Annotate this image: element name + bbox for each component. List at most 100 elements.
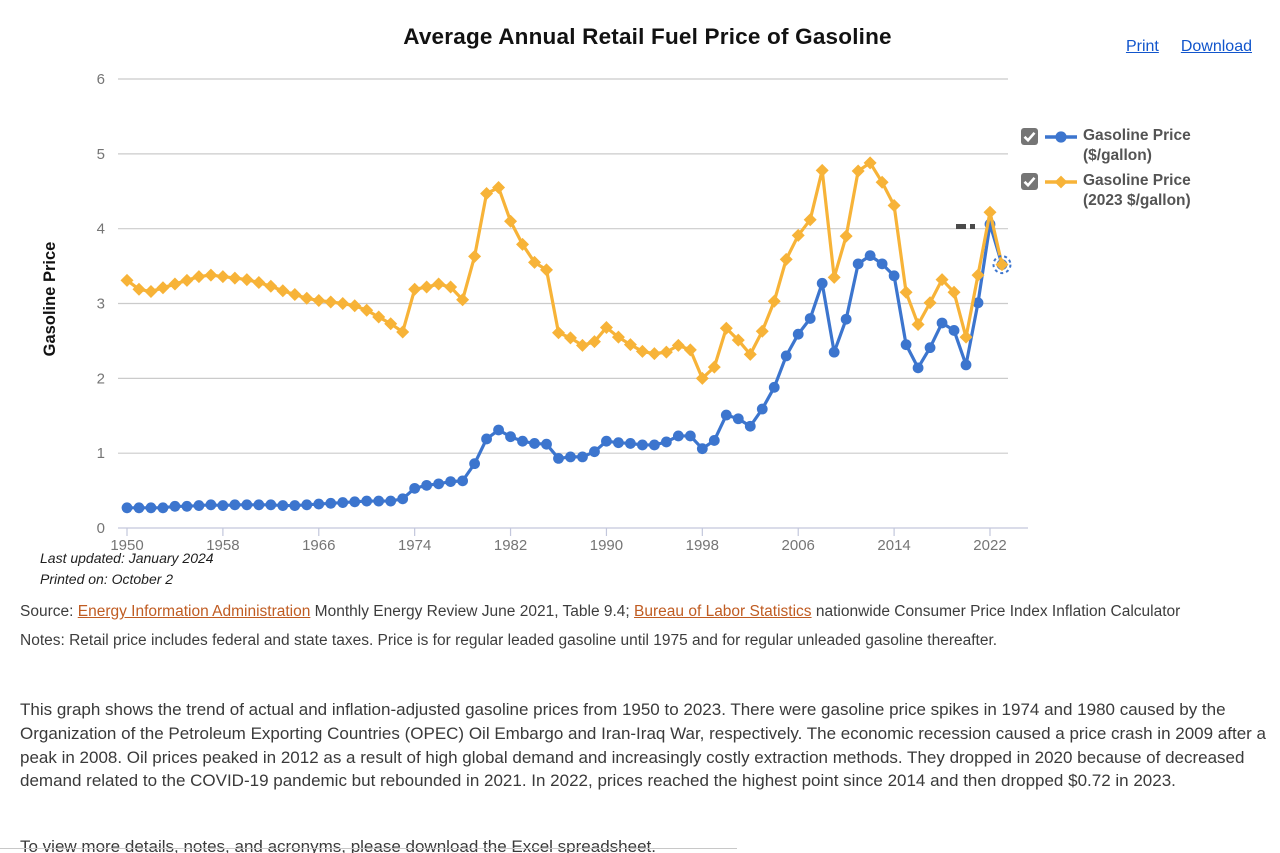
data-point[interactable]: [587, 335, 601, 349]
data-point[interactable]: [911, 317, 925, 331]
data-point[interactable]: [132, 282, 146, 296]
data-point[interactable]: [613, 437, 624, 449]
data-point[interactable]: [815, 163, 829, 177]
data-point[interactable]: [768, 381, 780, 393]
data-point[interactable]: [360, 303, 374, 317]
data-point[interactable]: [457, 475, 469, 487]
data-point[interactable]: [133, 502, 145, 514]
data-point[interactable]: [707, 360, 721, 374]
data-point[interactable]: [995, 258, 1009, 272]
data-point[interactable]: [983, 205, 997, 219]
data-point[interactable]: [228, 271, 242, 285]
data-point[interactable]: [695, 371, 709, 385]
data-point[interactable]: [445, 476, 457, 488]
data-point[interactable]: [480, 187, 494, 201]
data-point[interactable]: [972, 297, 984, 309]
data-point[interactable]: [516, 237, 530, 251]
data-point[interactable]: [948, 325, 960, 336]
data-point[interactable]: [900, 339, 912, 351]
data-point[interactable]: [636, 439, 648, 451]
data-point[interactable]: [875, 175, 889, 189]
data-point[interactable]: [253, 499, 265, 511]
data-point[interactable]: [492, 181, 506, 195]
data-point[interactable]: [336, 297, 350, 311]
data-point[interactable]: [396, 325, 410, 339]
data-point[interactable]: [264, 279, 278, 293]
data-point[interactable]: [192, 270, 206, 284]
data-point[interactable]: [659, 345, 673, 359]
data-point[interactable]: [337, 497, 349, 508]
data-point[interactable]: [924, 342, 936, 354]
data-point[interactable]: [505, 431, 516, 443]
data-point[interactable]: [743, 347, 757, 361]
data-point[interactable]: [324, 295, 338, 309]
data-point[interactable]: [540, 263, 554, 277]
legend-item-real[interactable]: Gasoline Price (2023 $/gallon): [1021, 171, 1191, 211]
data-point[interactable]: [744, 420, 756, 432]
data-point[interactable]: [504, 214, 518, 228]
data-point[interactable]: [469, 458, 480, 470]
data-point[interactable]: [193, 500, 205, 511]
data-point[interactable]: [851, 164, 865, 178]
data-point[interactable]: [144, 285, 158, 299]
data-point[interactable]: [168, 277, 182, 291]
data-point[interactable]: [551, 326, 565, 340]
data-point[interactable]: [828, 346, 840, 358]
data-point[interactable]: [372, 310, 386, 324]
data-point[interactable]: [887, 198, 901, 212]
data-point[interactable]: [312, 294, 326, 308]
data-point[interactable]: [529, 438, 540, 449]
data-point[interactable]: [683, 343, 697, 357]
gasoline-price-chart[interactable]: 0 1 2 3 4 5 6 1950 1958 1966 1974 1982 1990 1998 2006 2…: [0, 0, 1030, 560]
data-point[interactable]: [217, 500, 229, 511]
data-point[interactable]: [577, 451, 588, 463]
data-point[interactable]: [660, 436, 672, 448]
eia-link[interactable]: Energy Information Administration: [77, 603, 311, 620]
data-point[interactable]: [912, 362, 924, 374]
data-point[interactable]: [575, 338, 589, 352]
data-point[interactable]: [719, 321, 733, 335]
data-point[interactable]: [421, 479, 433, 491]
data-point[interactable]: [792, 328, 804, 340]
data-point[interactable]: [565, 451, 576, 463]
data-point[interactable]: [863, 156, 877, 170]
data-point[interactable]: [156, 281, 170, 295]
data-point[interactable]: [779, 252, 793, 266]
data-point[interactable]: [240, 273, 254, 287]
data-point[interactable]: [971, 268, 985, 282]
data-point[interactable]: [276, 284, 290, 298]
data-point[interactable]: [959, 330, 973, 344]
data-point[interactable]: [648, 439, 660, 451]
data-point[interactable]: [601, 435, 612, 447]
data-point[interactable]: [300, 291, 314, 305]
checkbox-checked-icon[interactable]: [1021, 173, 1038, 190]
data-point[interactable]: [647, 347, 661, 361]
data-point[interactable]: [456, 293, 470, 307]
legend-item-nominal[interactable]: Gasoline Price ($/gallon): [1021, 126, 1191, 166]
data-point[interactable]: [325, 497, 337, 509]
data-point[interactable]: [468, 249, 482, 263]
data-point[interactable]: [229, 499, 241, 511]
data-point[interactable]: [216, 270, 230, 284]
data-point[interactable]: [408, 282, 422, 296]
print-link[interactable]: Print: [1125, 38, 1159, 55]
data-point[interactable]: [696, 443, 708, 455]
data-point[interactable]: [611, 330, 625, 344]
data-point[interactable]: [899, 285, 913, 299]
download-link[interactable]: Download: [1180, 38, 1252, 55]
data-point[interactable]: [780, 350, 792, 362]
data-point[interactable]: [241, 499, 253, 511]
data-point[interactable]: [623, 338, 637, 352]
data-point[interactable]: [553, 453, 564, 464]
data-point[interactable]: [541, 438, 552, 450]
data-point[interactable]: [804, 313, 816, 324]
data-point[interactable]: [732, 413, 744, 425]
data-point[interactable]: [755, 324, 769, 338]
data-point[interactable]: [888, 270, 900, 282]
data-point[interactable]: [635, 344, 649, 358]
data-point[interactable]: [936, 317, 948, 329]
data-point[interactable]: [731, 333, 745, 347]
data-point[interactable]: [432, 277, 446, 291]
data-point[interactable]: [923, 296, 937, 310]
data-point[interactable]: [420, 280, 434, 294]
